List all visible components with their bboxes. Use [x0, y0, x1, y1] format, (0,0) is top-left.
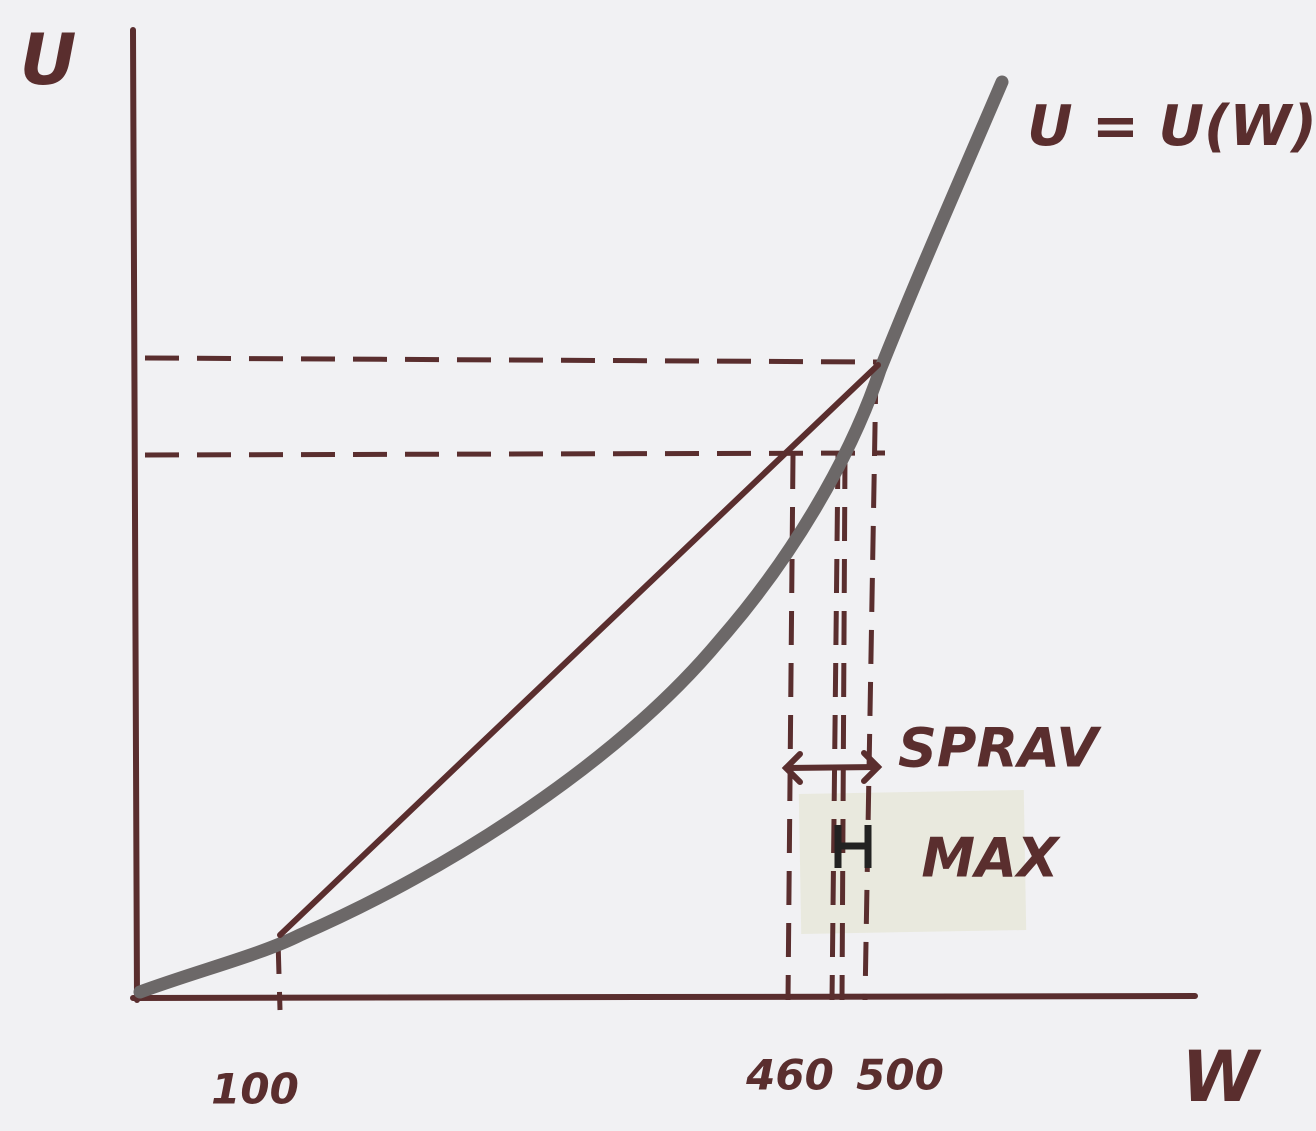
background — [0, 0, 1316, 1131]
x-axis — [133, 996, 1195, 998]
y-axis-label: U — [20, 19, 77, 101]
y-axis — [133, 30, 137, 1000]
diagram: U W U = U(W) 100 460 500 SPRAV MAX — [0, 0, 1316, 1131]
x-axis-label: W — [1181, 1036, 1262, 1118]
x-label: 500 — [856, 1051, 944, 1100]
arrow — [786, 767, 878, 768]
annotation: SPRAV — [898, 717, 1102, 780]
x-label: 460 — [745, 1051, 834, 1100]
x-label: 100 — [211, 1065, 299, 1114]
curve-label: U = U(W) — [1027, 94, 1316, 159]
guide-line — [145, 453, 885, 455]
annotation: MAX — [921, 827, 1061, 890]
